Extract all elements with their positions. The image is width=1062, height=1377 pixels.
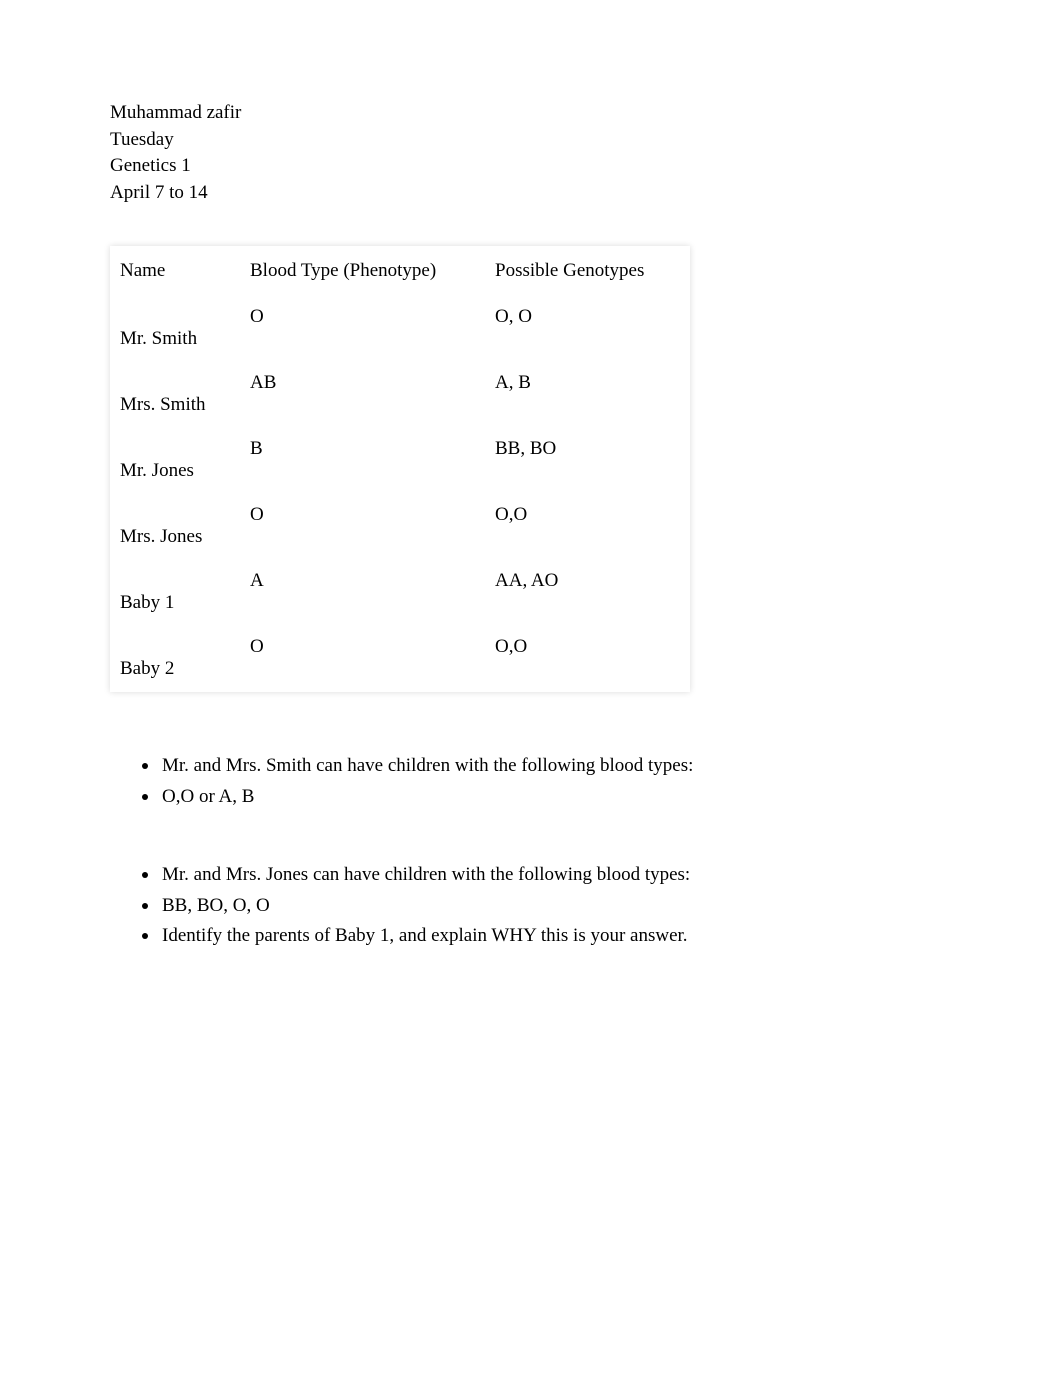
list-item: BB, BO, O, O <box>142 892 952 921</box>
cell-genotype: O,O <box>485 626 690 692</box>
list-item: Mr. and Mrs. Jones can have children wit… <box>142 861 952 890</box>
cell-phenotype: B <box>240 428 485 494</box>
cell-name: Mrs. Smith <box>110 362 240 428</box>
column-header-genotype: Possible Genotypes <box>485 246 690 296</box>
cell-name: Baby 1 <box>110 560 240 626</box>
table-header-row: Name Blood Type (Phenotype) Possible Gen… <box>110 246 690 296</box>
bullet-group-smith: Mr. and Mrs. Smith can have children wit… <box>110 752 952 811</box>
table-row: Mr. Jones B BB, BO <box>110 428 690 494</box>
day-label: Tuesday <box>110 127 952 154</box>
cell-name: Mrs. Jones <box>110 494 240 560</box>
table-row: Baby 2 O O,O <box>110 626 690 692</box>
column-header-phenotype: Blood Type (Phenotype) <box>240 246 485 296</box>
genetics-table: Name Blood Type (Phenotype) Possible Gen… <box>110 246 690 692</box>
cell-genotype: A, B <box>485 362 690 428</box>
course-label: Genetics 1 <box>110 153 952 180</box>
genetics-table-container: Name Blood Type (Phenotype) Possible Gen… <box>110 246 952 692</box>
cell-name: Baby 2 <box>110 626 240 692</box>
date-range: April 7 to 14 <box>110 180 952 207</box>
table-row: Mrs. Smith AB A, B <box>110 362 690 428</box>
cell-genotype: AA, AO <box>485 560 690 626</box>
cell-name: Mr. Jones <box>110 428 240 494</box>
cell-phenotype: AB <box>240 362 485 428</box>
column-header-name: Name <box>110 246 240 296</box>
cell-phenotype: O <box>240 626 485 692</box>
cell-genotype: BB, BO <box>485 428 690 494</box>
cell-genotype: O, O <box>485 296 690 362</box>
cell-phenotype: O <box>240 494 485 560</box>
cell-genotype: O,O <box>485 494 690 560</box>
cell-phenotype: O <box>240 296 485 362</box>
author-name: Muhammad zafir <box>110 100 952 127</box>
list-item: Mr. and Mrs. Smith can have children wit… <box>142 752 952 781</box>
document-header: Muhammad zafir Tuesday Genetics 1 April … <box>110 100 952 206</box>
list-item: Identify the parents of Baby 1, and expl… <box>142 922 952 951</box>
table-row: Mr. Smith O O, O <box>110 296 690 362</box>
cell-phenotype: A <box>240 560 485 626</box>
table-row: Baby 1 A AA, AO <box>110 560 690 626</box>
table-row: Mrs. Jones O O,O <box>110 494 690 560</box>
list-item: O,O or A, B <box>142 783 952 812</box>
bullet-group-jones: Mr. and Mrs. Jones can have children wit… <box>110 861 952 951</box>
cell-name: Mr. Smith <box>110 296 240 362</box>
